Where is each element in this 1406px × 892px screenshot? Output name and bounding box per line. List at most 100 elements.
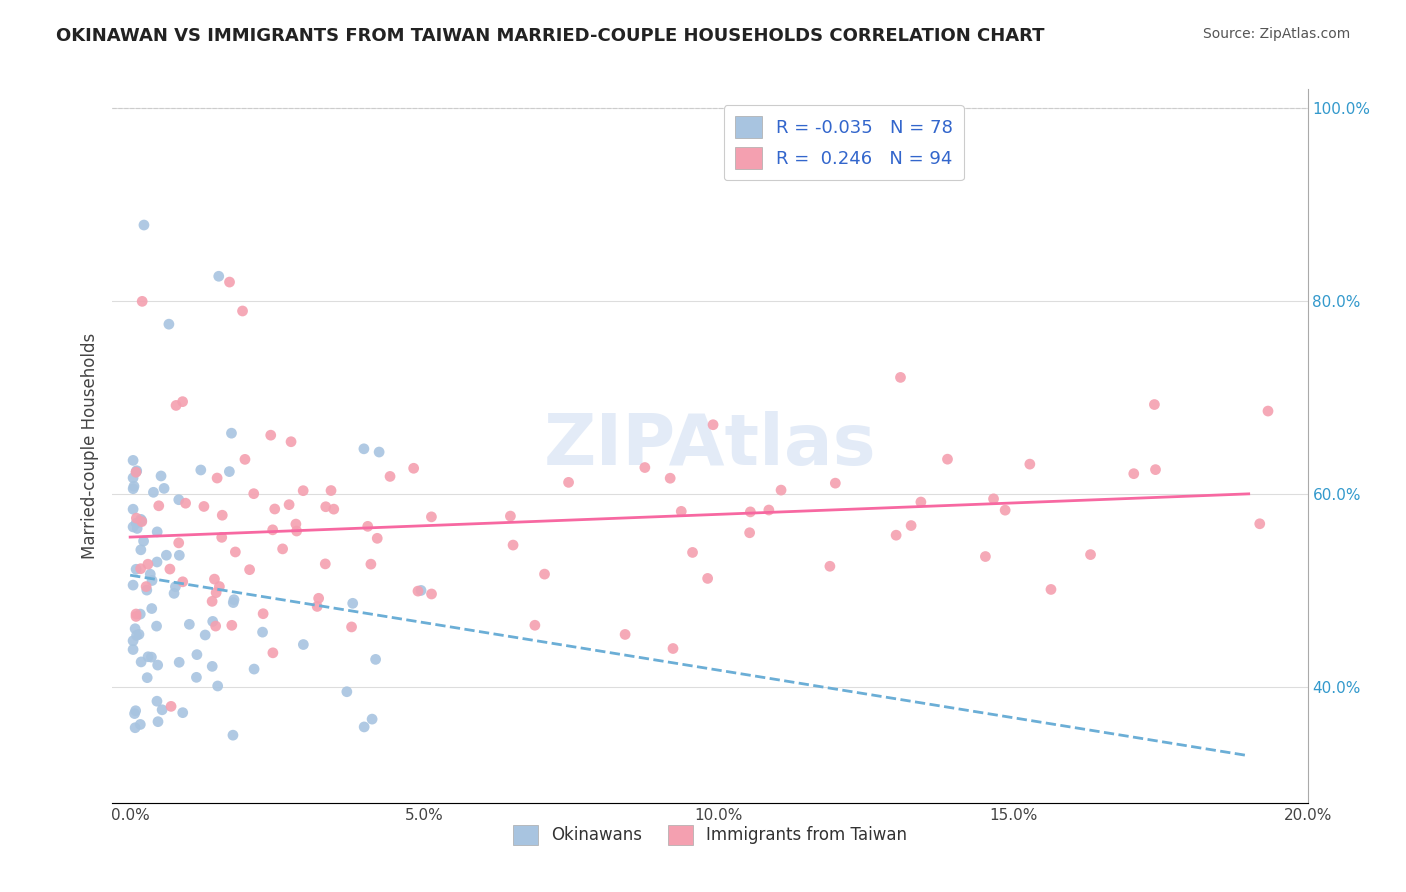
Point: [205, 471, 228, 485]
Point: [233, 452, 256, 467]
Point: [124, 706, 146, 721]
Point: [357, 519, 380, 533]
Point: [271, 541, 294, 556]
Point: [936, 452, 959, 467]
Point: [910, 495, 932, 509]
Point: [340, 620, 363, 634]
Point: [136, 558, 159, 572]
Point: [129, 542, 152, 557]
Point: [204, 572, 226, 586]
Point: [163, 586, 186, 600]
Point: [353, 442, 375, 456]
Point: [150, 703, 173, 717]
Point: [174, 496, 197, 510]
Point: [129, 717, 152, 731]
Point: [165, 580, 187, 594]
Point: [662, 641, 685, 656]
Point: [243, 662, 266, 676]
Point: [284, 517, 307, 532]
Point: [336, 684, 359, 698]
Point: [146, 658, 169, 673]
Point: [308, 591, 330, 606]
Point: [159, 562, 181, 576]
Point: [128, 627, 150, 641]
Point: [135, 580, 157, 594]
Point: [153, 482, 176, 496]
Point: [262, 646, 284, 660]
Point: [148, 499, 170, 513]
Point: [135, 583, 157, 598]
Point: [222, 596, 245, 610]
Point: [157, 317, 180, 331]
Point: [1144, 462, 1167, 476]
Point: [409, 583, 432, 598]
Point: [167, 655, 190, 669]
Point: [141, 601, 163, 615]
Point: [702, 417, 724, 432]
Point: [167, 536, 190, 550]
Point: [122, 633, 145, 648]
Point: [125, 609, 148, 624]
Point: [242, 486, 264, 500]
Point: [361, 712, 384, 726]
Point: [770, 483, 793, 497]
Point: [1249, 516, 1271, 531]
Point: [278, 498, 301, 512]
Point: [186, 670, 208, 684]
Point: [1122, 467, 1144, 481]
Point: [194, 628, 217, 642]
Point: [125, 465, 148, 479]
Point: [125, 516, 148, 531]
Point: [146, 714, 169, 729]
Point: [179, 617, 201, 632]
Point: [172, 394, 194, 409]
Point: [402, 461, 425, 475]
Point: [211, 530, 233, 544]
Point: [218, 465, 240, 479]
Point: [125, 465, 148, 479]
Point: [208, 269, 231, 284]
Point: [523, 618, 546, 632]
Point: [366, 531, 388, 545]
Point: [125, 511, 148, 525]
Point: [190, 463, 212, 477]
Point: [136, 671, 159, 685]
Point: [205, 585, 228, 599]
Point: [322, 502, 344, 516]
Point: [169, 549, 191, 563]
Point: [260, 428, 283, 442]
Point: [125, 628, 148, 642]
Point: [889, 370, 911, 384]
Point: [141, 650, 163, 665]
Point: [314, 557, 336, 571]
Point: [129, 562, 152, 576]
Point: [252, 625, 274, 640]
Point: [499, 509, 522, 524]
Point: [222, 728, 245, 742]
Point: [659, 471, 682, 485]
Point: [125, 464, 148, 478]
Point: [201, 594, 224, 608]
Point: [124, 622, 146, 636]
Point: [221, 618, 243, 632]
Point: [224, 545, 246, 559]
Point: [1080, 548, 1102, 562]
Point: [239, 563, 262, 577]
Point: [614, 627, 637, 641]
Point: [758, 503, 780, 517]
Point: [204, 619, 226, 633]
Text: OKINAWAN VS IMMIGRANTS FROM TAIWAN MARRIED-COUPLE HOUSEHOLDS CORRELATION CHART: OKINAWAN VS IMMIGRANTS FROM TAIWAN MARRI…: [56, 27, 1045, 45]
Point: [172, 574, 194, 589]
Legend: Okinawans, Immigrants from Taiwan: Okinawans, Immigrants from Taiwan: [506, 818, 914, 852]
Point: [319, 483, 342, 498]
Point: [122, 453, 145, 467]
Point: [884, 528, 907, 542]
Point: [368, 445, 391, 459]
Point: [139, 567, 162, 582]
Point: [406, 584, 429, 599]
Point: [146, 555, 169, 569]
Point: [292, 638, 315, 652]
Point: [122, 479, 145, 493]
Point: [146, 694, 169, 708]
Point: [124, 721, 146, 735]
